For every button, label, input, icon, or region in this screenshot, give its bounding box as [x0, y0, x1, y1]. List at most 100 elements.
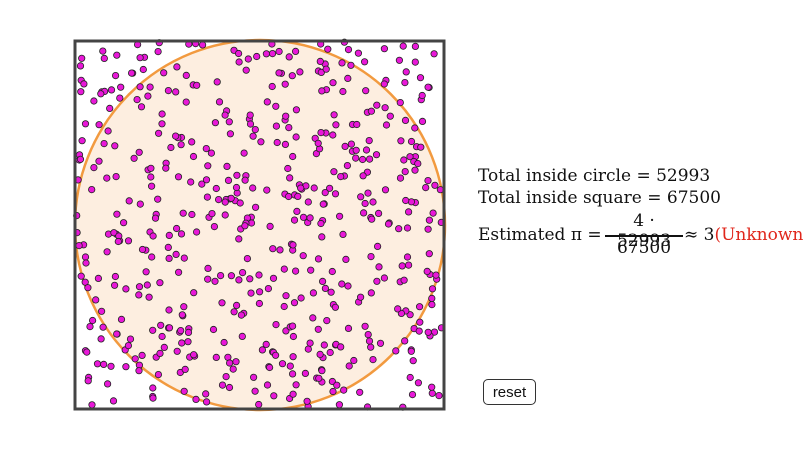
random-point	[99, 323, 107, 331]
random-point	[330, 168, 338, 176]
random-point	[164, 87, 172, 95]
random-point	[288, 322, 297, 330]
random-point	[100, 140, 108, 148]
random-point	[409, 357, 417, 365]
random-point	[338, 280, 346, 288]
random-point	[146, 83, 154, 91]
random-point	[147, 164, 155, 172]
random-point	[304, 198, 312, 206]
random-point	[290, 299, 299, 307]
random-point	[271, 351, 280, 359]
random-point	[325, 184, 334, 192]
random-point	[268, 82, 276, 91]
random-point	[424, 328, 432, 336]
random-point	[301, 369, 309, 377]
random-point	[117, 315, 126, 323]
random-point	[402, 68, 410, 76]
random-point	[344, 45, 353, 54]
random-point	[381, 104, 389, 112]
random-point	[193, 228, 201, 236]
random-point	[402, 196, 410, 205]
random-point	[292, 106, 300, 114]
random-point	[392, 347, 400, 355]
random-point	[424, 177, 432, 185]
random-point	[111, 281, 119, 289]
random-point	[411, 42, 419, 51]
random-point	[367, 343, 375, 351]
random-point	[368, 215, 376, 223]
random-point	[424, 225, 432, 233]
random-point	[113, 210, 121, 218]
random-point	[327, 288, 335, 296]
random-point	[386, 112, 394, 120]
random-point	[147, 173, 155, 181]
random-point	[221, 198, 229, 206]
random-point	[249, 132, 257, 140]
random-point	[213, 78, 221, 86]
random-point	[235, 58, 243, 66]
random-point	[81, 120, 90, 128]
random-point	[247, 289, 255, 297]
random-point	[235, 49, 243, 58]
random-point	[401, 168, 409, 176]
random-point	[221, 211, 229, 219]
random-point	[373, 277, 381, 285]
random-point	[182, 71, 190, 80]
random-point	[188, 138, 196, 146]
random-point	[82, 259, 90, 267]
random-point	[208, 210, 216, 218]
random-point	[223, 162, 231, 170]
random-point	[380, 80, 388, 88]
random-point	[400, 276, 408, 284]
random-point	[428, 285, 437, 293]
random-point	[268, 49, 277, 58]
random-point	[86, 322, 94, 331]
random-point	[435, 391, 443, 400]
random-point	[428, 389, 436, 397]
random-point	[165, 231, 173, 239]
random-point	[202, 390, 210, 398]
random-point	[76, 155, 85, 163]
random-point	[286, 362, 294, 370]
random-point	[289, 332, 297, 341]
random-point	[263, 381, 272, 389]
random-point	[148, 182, 156, 190]
random-point	[306, 214, 314, 222]
reset-button[interactable]: reset	[483, 379, 536, 405]
random-point	[315, 374, 323, 382]
random-point	[114, 237, 122, 246]
random-point	[95, 157, 103, 165]
random-point	[324, 45, 332, 53]
random-point	[296, 68, 304, 76]
random-point	[233, 301, 241, 309]
random-point	[227, 272, 235, 280]
random-point	[149, 326, 157, 334]
random-point	[407, 137, 416, 146]
random-point	[99, 47, 107, 55]
random-point	[263, 186, 271, 194]
random-point	[154, 195, 162, 203]
random-point	[359, 209, 368, 217]
random-point	[317, 219, 325, 228]
random-point	[291, 267, 300, 275]
random-point	[326, 348, 334, 357]
random-point	[241, 222, 249, 230]
random-point	[401, 337, 409, 345]
random-point	[192, 395, 200, 403]
random-point	[374, 209, 383, 217]
random-point	[354, 49, 362, 57]
random-point	[107, 86, 116, 94]
random-point	[122, 285, 130, 293]
random-point	[109, 397, 118, 405]
random-point	[238, 332, 246, 340]
random-point	[210, 223, 218, 231]
random-point	[75, 242, 83, 250]
random-point	[284, 164, 292, 173]
random-point	[124, 237, 133, 245]
random-point	[107, 362, 115, 370]
random-point	[408, 390, 417, 399]
random-point	[218, 299, 226, 307]
random-point	[415, 327, 423, 335]
random-point	[124, 341, 132, 350]
random-point	[289, 353, 297, 361]
